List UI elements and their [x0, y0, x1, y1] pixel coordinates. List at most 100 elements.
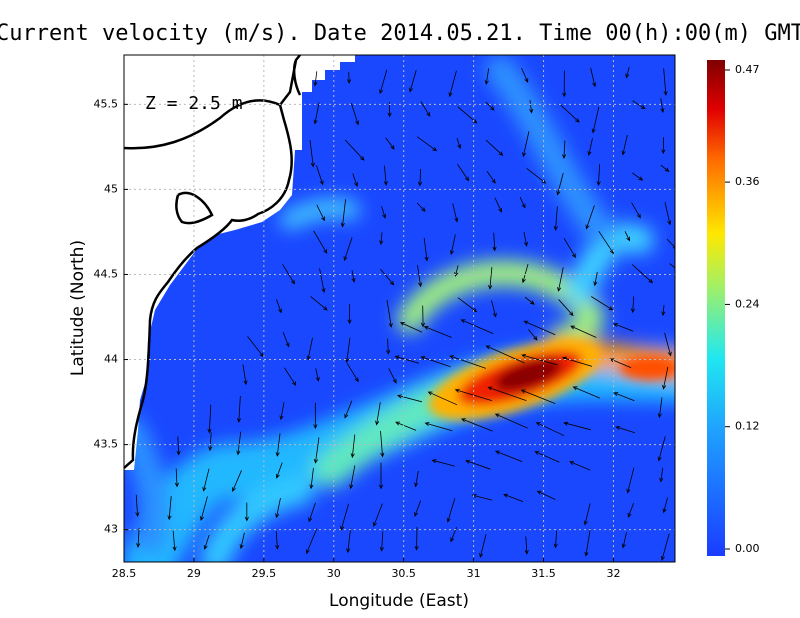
current-arrow	[479, 534, 487, 558]
current-arrow	[282, 264, 295, 285]
current-arrow	[591, 296, 614, 311]
current-arrow	[420, 305, 426, 328]
current-arrow	[279, 402, 285, 421]
x-tick-label: 31.5	[531, 567, 556, 580]
grid	[124, 55, 675, 562]
current-arrow	[664, 201, 672, 226]
current-arrow	[584, 528, 591, 557]
current-arrow	[664, 332, 672, 357]
colorbar-tick-label: 0.36	[735, 175, 760, 188]
current-arrow	[524, 296, 535, 305]
current-arrow	[660, 533, 670, 561]
current-arrow	[378, 462, 384, 490]
current-arrow	[485, 139, 504, 156]
current-arrow	[417, 169, 423, 187]
x-tick-label: 32	[606, 567, 620, 580]
current-arrow	[657, 436, 666, 462]
current-arrow	[349, 465, 356, 490]
current-arrow	[559, 103, 580, 123]
current-arrow	[379, 232, 384, 246]
current-arrow	[203, 534, 210, 550]
current-arrow	[316, 165, 324, 186]
current-arrow	[313, 437, 320, 464]
current-arrow	[395, 421, 417, 431]
current-arrow	[485, 101, 495, 111]
current-arrow	[596, 164, 601, 186]
current-arrow	[460, 319, 494, 335]
current-arrow	[381, 206, 387, 219]
y-tick-label: 45	[104, 182, 118, 195]
x-tick-label: 28.5	[112, 567, 137, 580]
y-axis-label: Latitude (North)	[68, 240, 88, 376]
current-arrow	[347, 304, 352, 325]
core-right	[620, 356, 675, 380]
current-arrow	[632, 172, 644, 181]
current-arrow	[662, 497, 668, 514]
current-arrow	[244, 502, 249, 522]
current-arrow	[553, 206, 558, 231]
current-arrow	[587, 138, 593, 156]
current-arrow	[275, 462, 283, 479]
current-arrow	[199, 496, 208, 522]
current-arrow	[344, 400, 353, 419]
current-arrow	[340, 503, 349, 531]
current-arrow	[386, 299, 393, 328]
current-arrow	[305, 528, 318, 555]
colorbar-tick-label: 0.12	[735, 420, 760, 433]
current-arrow	[313, 71, 318, 87]
current-arrow	[380, 430, 385, 458]
current-band	[485, 55, 615, 245]
current-arrow	[521, 263, 529, 284]
current-arrow	[420, 356, 451, 368]
colorbar-tick-label: 0.47	[735, 63, 760, 76]
current-arrow	[276, 299, 282, 314]
current-arrow	[275, 531, 280, 550]
current-arrow	[487, 386, 527, 402]
current-arrow	[176, 436, 181, 456]
current-arrow	[350, 434, 356, 459]
current-arrow	[486, 171, 496, 184]
current-arrow	[379, 531, 384, 552]
current-arrow	[632, 100, 646, 110]
x-tick-label: 30	[327, 567, 341, 580]
current-arrow	[167, 496, 172, 521]
x-tick-label: 31	[467, 567, 481, 580]
current-arrow	[423, 325, 452, 338]
x-axis-label: Longitude (East)	[329, 591, 469, 611]
current-arrow	[427, 391, 458, 406]
current-arrow	[414, 527, 419, 551]
current-arrow	[660, 97, 665, 113]
x-tick-label: 29.5	[252, 567, 277, 580]
current-arrow	[527, 329, 538, 341]
current-arrow	[236, 431, 242, 456]
current-arrow	[424, 422, 453, 432]
current-arrow	[346, 72, 352, 84]
current-arrow	[420, 101, 431, 117]
current-arrow	[556, 173, 564, 196]
colorbar-tick-label: 0.00	[735, 542, 760, 555]
current-arrow	[350, 103, 360, 126]
current-arrow	[494, 413, 528, 429]
current-arrow	[275, 433, 281, 457]
current-arrow	[663, 68, 668, 96]
current-band	[566, 223, 654, 304]
current-arrow	[174, 468, 179, 488]
current-arrow	[306, 337, 313, 361]
current-arrow	[491, 300, 497, 318]
arrow-layer	[135, 66, 675, 561]
current-arrow	[523, 231, 529, 247]
current-arrow	[569, 461, 591, 471]
current-arrow	[416, 202, 426, 212]
current-arrow	[631, 202, 641, 219]
current-arrow	[416, 136, 438, 152]
x-tick-label: 30.5	[391, 567, 416, 580]
current-arrow	[519, 196, 526, 209]
current-arrow	[572, 386, 600, 399]
depth-annotation: Z = 2.5 m	[145, 93, 243, 114]
colorbar	[707, 60, 725, 556]
current-arrow	[558, 299, 574, 317]
x-tick-label: 29	[187, 567, 201, 580]
y-tick-label: 44	[104, 353, 118, 366]
current-arrow	[485, 345, 525, 364]
current-arrow	[397, 394, 423, 403]
